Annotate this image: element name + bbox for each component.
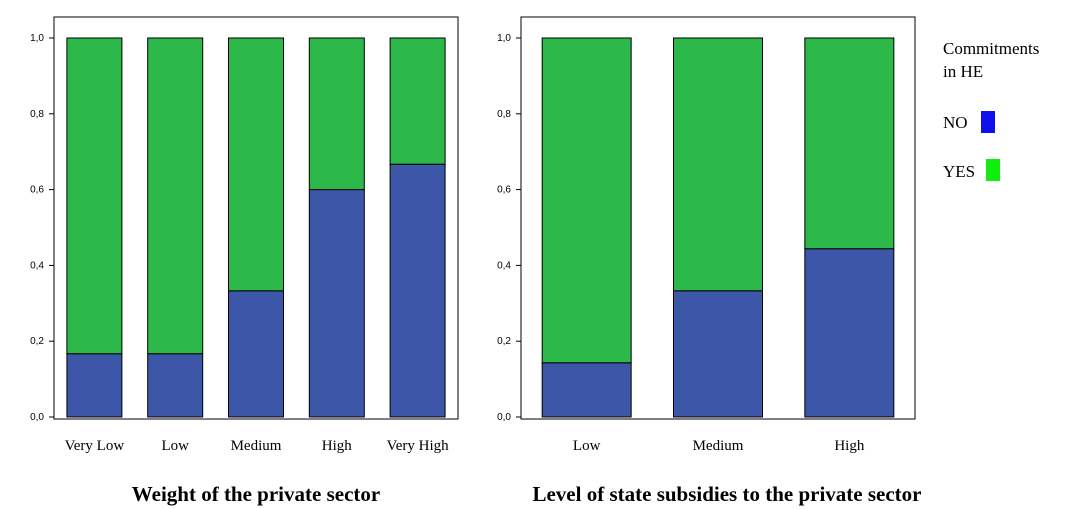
x-axis-title-left: Weight of the private sector [132, 482, 380, 506]
bar-yes [389, 37, 446, 165]
bar-yes [228, 37, 284, 292]
y-tick-label: 0,2 [497, 336, 511, 347]
x-category-label: Medium [693, 438, 744, 454]
y-tick-label: 1,0 [30, 33, 44, 44]
bar-yes [66, 37, 123, 355]
bars-left [66, 37, 446, 418]
y-tick-label: 0,2 [30, 336, 44, 347]
x-category-label: Low [573, 438, 601, 454]
x-axis-title-right: Level of state subsidies to the private … [532, 482, 921, 506]
bar-yes [804, 37, 895, 250]
legend-title-line1: Commitments [943, 39, 1039, 58]
plot-frame-left [53, 16, 459, 420]
y-tick-label: 0,8 [497, 109, 511, 120]
x-category-label: Low [161, 438, 189, 454]
x-category-label: Very High [387, 438, 450, 454]
y-tick-label: 0,8 [30, 109, 44, 120]
x-category-label: High [322, 438, 353, 454]
bar-no [66, 353, 123, 418]
bar-no [228, 290, 284, 418]
bar-yes [673, 37, 763, 292]
y-tick-label: 0,6 [497, 185, 511, 196]
y-tick-label: 0,4 [497, 260, 511, 271]
x-category-label: Medium [231, 438, 282, 454]
chart-right: 0,0 0,2 0,4 0,6 0,8 1,0 Low Medium High Level o… [497, 16, 922, 506]
y-axis-right: 0,0 0,2 0,4 0,6 0,8 1,0 [497, 33, 521, 423]
legend-label-no: NO [943, 113, 968, 132]
y-tick-label: 0,0 [497, 412, 511, 423]
chart-left: 0,0 0,2 0,4 0,6 0,8 1,0 Very Low Low Medium High… [30, 16, 459, 506]
bars-right [541, 37, 895, 418]
bar-yes [308, 37, 365, 191]
y-tick-label: 0,0 [30, 412, 44, 423]
y-tick-label: 1,0 [497, 33, 511, 44]
bar-no [147, 353, 204, 418]
bar-no [673, 290, 763, 418]
legend-swatch-no [981, 111, 995, 133]
legend: Commitments in HE NO YES [943, 39, 1039, 181]
x-category-label: Very Low [65, 438, 125, 454]
bar-no [541, 362, 632, 418]
y-tick-label: 0,4 [30, 260, 44, 271]
x-categories-left: Very Low Low Medium High Very High [65, 438, 450, 454]
x-categories-right: Low Medium High [573, 438, 865, 454]
plot-frame-right [520, 16, 916, 420]
x-category-label: High [834, 438, 865, 454]
bar-no [389, 163, 446, 418]
bar-no [804, 248, 895, 418]
y-tick-label: 0,6 [30, 185, 44, 196]
bar-yes [147, 37, 204, 355]
bar-yes [541, 37, 632, 364]
legend-swatch-yes [986, 159, 1000, 181]
legend-title-line2: in HE [943, 62, 983, 81]
legend-label-yes: YES [943, 162, 975, 181]
bar-no [308, 189, 365, 418]
y-axis-left: 0,0 0,2 0,4 0,6 0,8 1,0 [30, 33, 54, 423]
